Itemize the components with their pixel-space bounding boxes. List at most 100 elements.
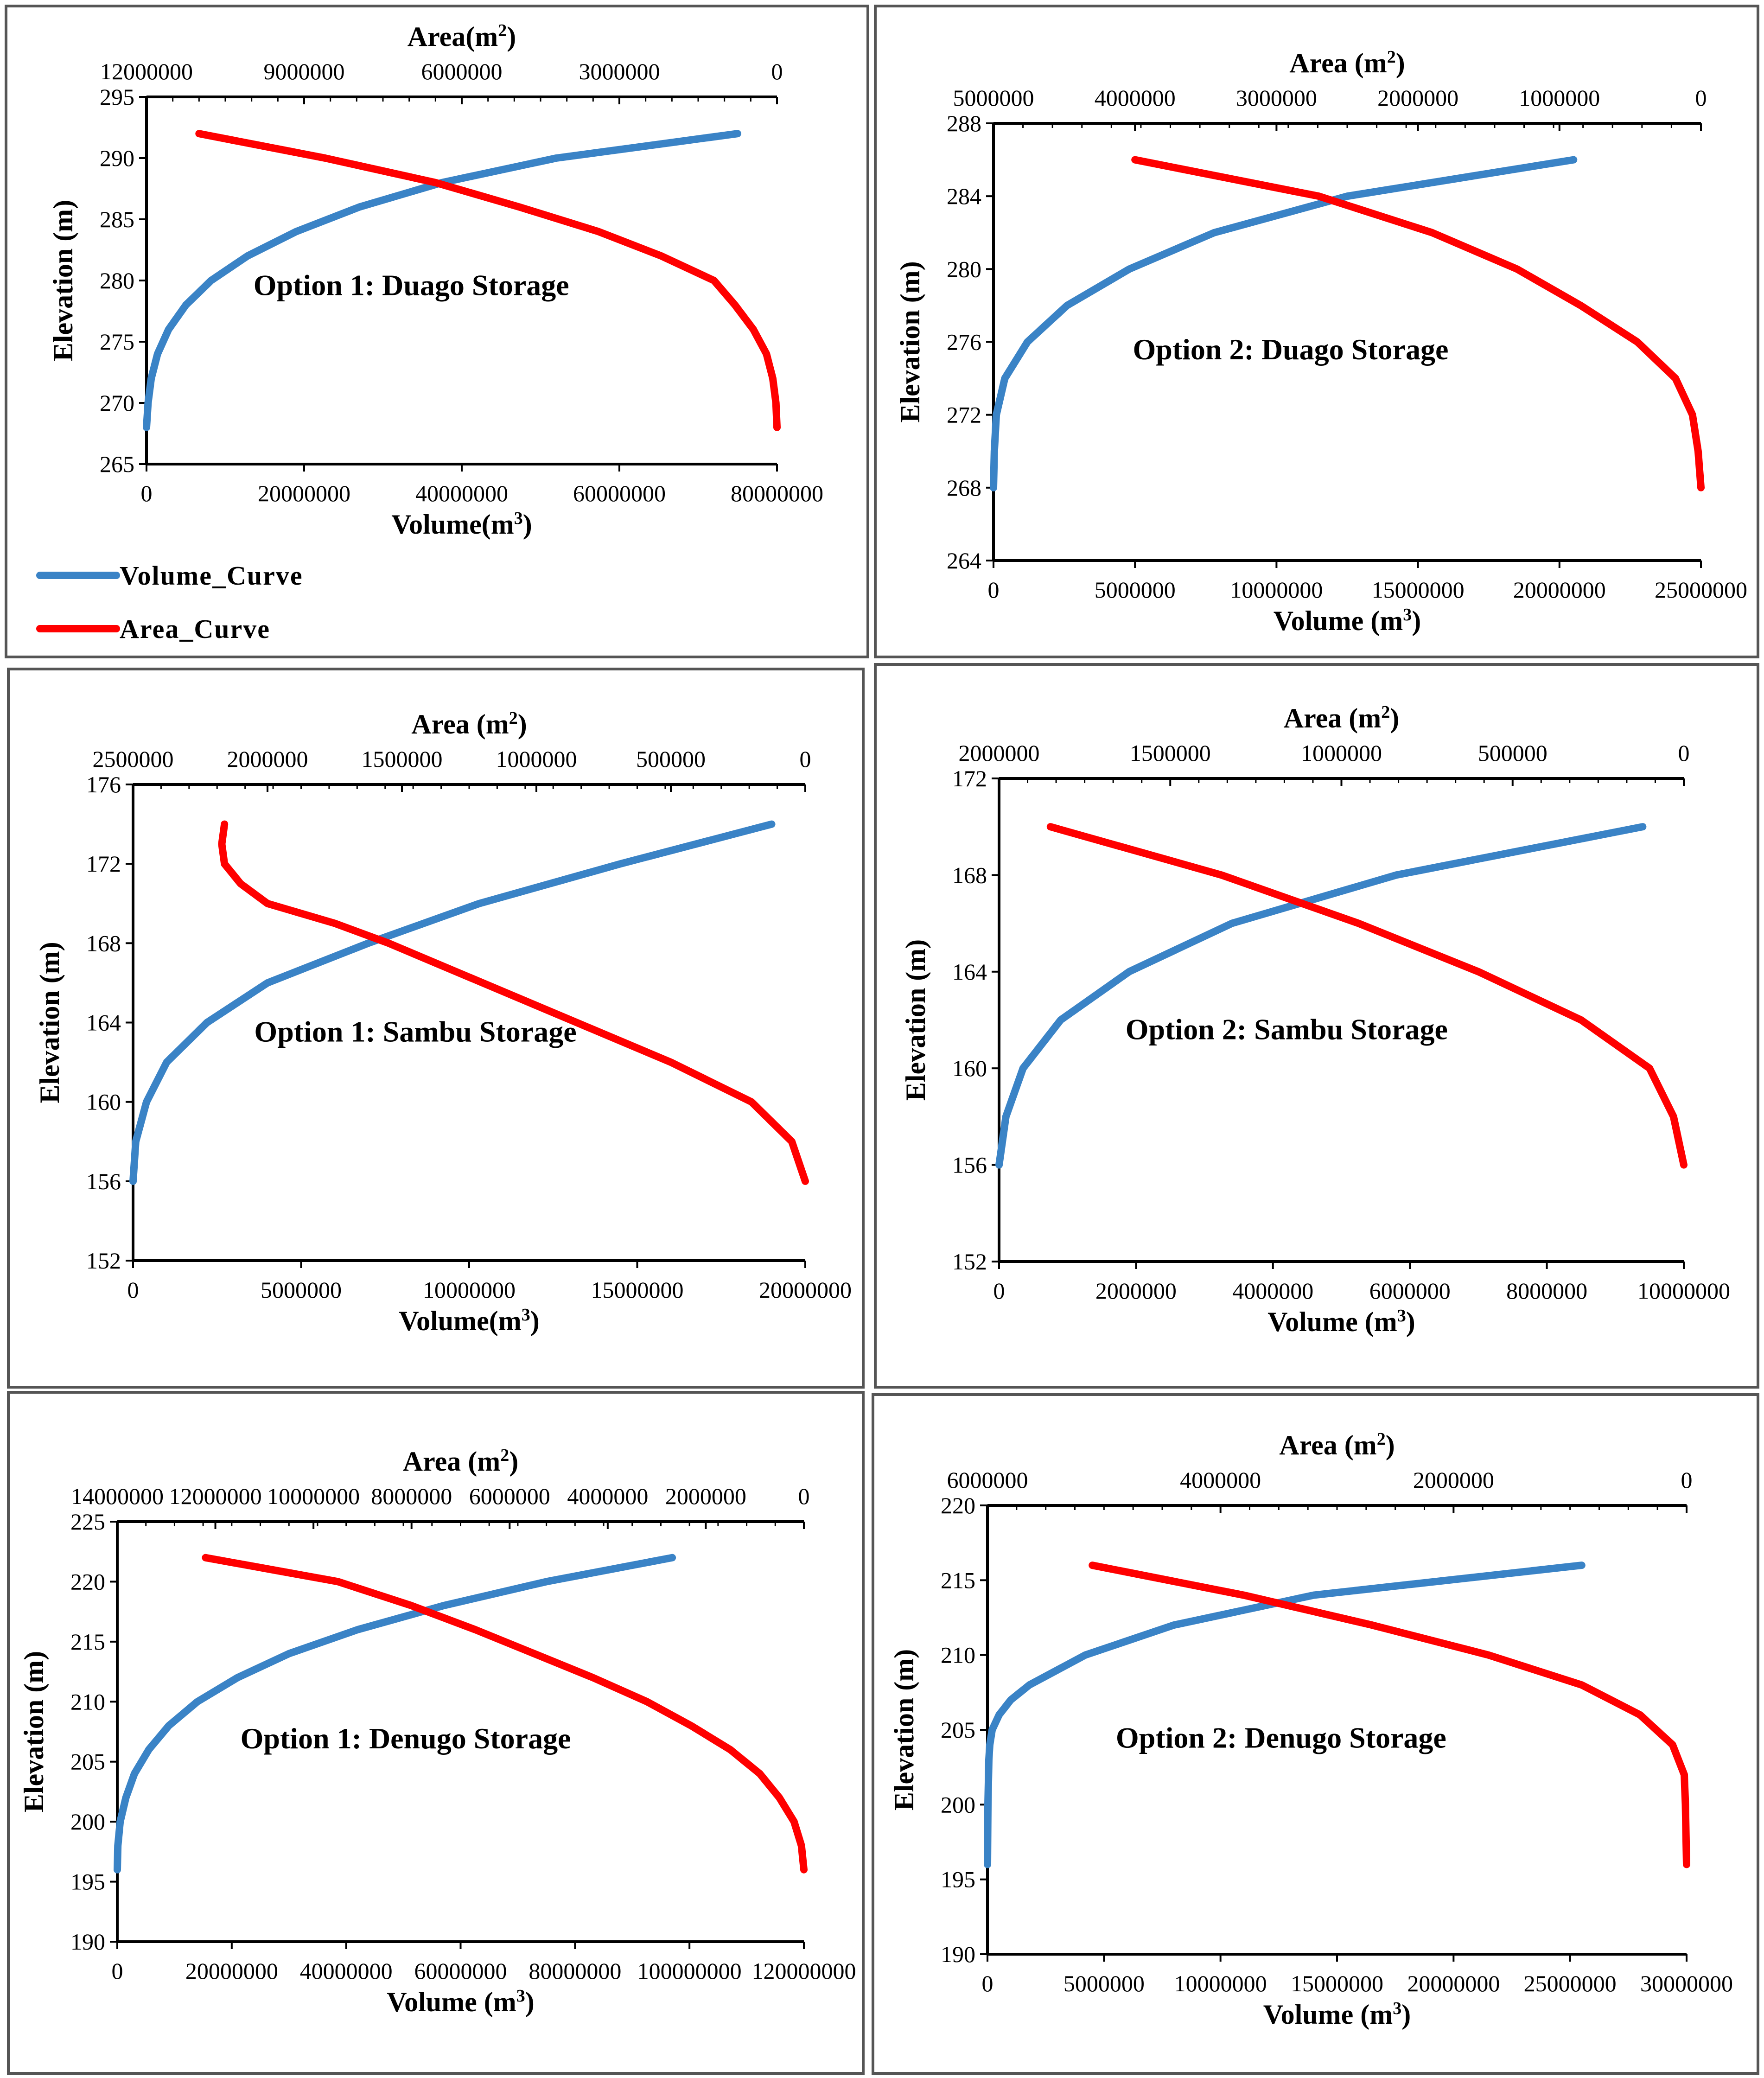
x2-tick-label: 5000000 <box>953 85 1034 111</box>
y-tick-label: 190 <box>941 1941 975 1967</box>
y-tick-label: 160 <box>86 1089 121 1115</box>
x-tick-label: 40000000 <box>300 1958 393 1984</box>
x2-tick-label: 2000000 <box>227 746 308 772</box>
x-axis-title: Volume (m3) <box>1274 605 1421 636</box>
x-tick-label: 15000000 <box>1372 577 1465 603</box>
panel-opt1-denugo: 190 195 200 205 210 215 220 225 0 20000000 4000000… <box>7 1391 865 2075</box>
x-tick-label: 0 <box>982 1970 993 1996</box>
area-curve <box>1089 1562 1690 1868</box>
y-axis-title: Elevation (m) <box>48 200 78 361</box>
x-tick-label: 6000000 <box>1369 1278 1451 1304</box>
x2-tick-label: 3000000 <box>1236 85 1317 111</box>
volume-curve <box>990 156 1578 491</box>
y-tick-label: 168 <box>86 930 121 956</box>
y-tick-label: 152 <box>86 1248 121 1274</box>
y-tick-label: 265 <box>100 451 134 477</box>
y-tick-label: 210 <box>70 1689 105 1715</box>
x-tick-label: 10000000 <box>423 1277 516 1303</box>
y-tick-label: 272 <box>947 402 981 428</box>
y-tick-label: 156 <box>86 1168 121 1194</box>
x2-tick-label: 2000000 <box>1377 85 1458 111</box>
y-tick-label: 205 <box>941 1717 975 1743</box>
x2-tick-label: 6000000 <box>947 1467 1028 1493</box>
chart-title: Option 1: Sambu Storage <box>254 1015 576 1048</box>
y-tick-label: 152 <box>952 1249 987 1275</box>
x-tick-label: 100000000 <box>637 1958 742 1984</box>
legend-area-label: Area_Curve <box>120 614 270 644</box>
x-tick-label: 40000000 <box>415 480 508 506</box>
legend-volume-label: Volume_Curve <box>120 561 303 591</box>
y-tick-label: 200 <box>70 1809 105 1835</box>
x-tick-label: 20000000 <box>759 1277 852 1303</box>
y-tick-label: 280 <box>100 268 134 293</box>
y-tick-label: 215 <box>70 1629 105 1655</box>
y-tick-label: 195 <box>941 1867 975 1893</box>
x-tick-label: 60000000 <box>414 1958 507 1984</box>
x2-tick-label: 8000000 <box>371 1483 452 1509</box>
y-tick-label: 156 <box>952 1152 987 1178</box>
x2-axis-title: Area(m2) <box>408 21 516 52</box>
x-tick-label: 60000000 <box>573 480 666 506</box>
x-tick-label: 2000000 <box>1095 1278 1177 1304</box>
x-tick-label: 120000000 <box>752 1958 856 1984</box>
chart-opt1-duago: 265 270 275 280 285 290 295 0 20000000 40000000 60… <box>36 21 823 644</box>
y-tick-label: 195 <box>70 1869 105 1895</box>
y-tick-label: 176 <box>86 771 121 797</box>
x2-tick-label: 1500000 <box>362 746 443 772</box>
x-tick-label: 5000000 <box>261 1277 342 1303</box>
x2-tick-label: 4000000 <box>1095 85 1176 111</box>
x2-tick-label: 0 <box>800 746 811 772</box>
x2-tick-label: 10000000 <box>267 1483 360 1509</box>
x-tick-label: 20000000 <box>185 1958 278 1984</box>
x-tick-label: 8000000 <box>1506 1278 1587 1304</box>
y-axis-title: Elevation (m) <box>889 1649 919 1810</box>
y-tick-label: 168 <box>952 862 987 888</box>
x2-tick-label: 12000000 <box>169 1483 262 1509</box>
x2-axis-title: Area (m2) <box>411 708 527 739</box>
x-axis-title: Volume (m3) <box>387 1986 534 2017</box>
y-tick-label: 215 <box>941 1567 975 1593</box>
x2-tick-label: 2000000 <box>1413 1467 1494 1493</box>
x-tick-label: 0 <box>112 1958 123 1984</box>
x2-tick-label: 1000000 <box>496 746 577 772</box>
y-tick-label: 172 <box>952 765 987 791</box>
volume-curve <box>114 1554 676 1874</box>
x-tick-label: 10000000 <box>1174 1970 1267 1996</box>
x2-tick-label: 0 <box>1695 85 1707 111</box>
x2-tick-label: 3000000 <box>579 58 660 84</box>
panel-opt1-duago: 265 270 275 280 285 290 295 0 20000000 40000000 60… <box>5 5 869 658</box>
x-tick-label: 25000000 <box>1655 577 1747 603</box>
y-tick-label: 205 <box>70 1749 105 1775</box>
x2-tick-label: 2500000 <box>93 746 174 772</box>
y-axis-title: Elevation (m) <box>19 1651 49 1812</box>
x-tick-label: 20000000 <box>258 480 350 506</box>
x-tick-label: 10000000 <box>1230 577 1323 603</box>
y-tick-label: 220 <box>941 1492 975 1518</box>
x2-tick-label: 4000000 <box>567 1483 648 1509</box>
y-tick-label: 210 <box>941 1642 975 1668</box>
y-tick-label: 270 <box>100 390 134 416</box>
y-tick-label: 172 <box>86 851 121 877</box>
y-tick-label: 264 <box>947 548 981 574</box>
x-tick-label: 5000000 <box>1095 577 1176 603</box>
x-tick-label: 15000000 <box>591 1277 684 1303</box>
x2-tick-label: 500000 <box>1478 740 1547 766</box>
chart-opt2-sambu: 152 156 160 164 168 172 0 2000000 4000000 6000000… <box>900 702 1730 1337</box>
x-tick-label: 4000000 <box>1232 1278 1313 1304</box>
y-tick-label: 164 <box>952 959 987 985</box>
area-curve <box>1046 823 1688 1169</box>
x-tick-label: 0 <box>127 1277 139 1303</box>
x2-tick-label: 12000000 <box>100 58 193 84</box>
x2-tick-label: 500000 <box>636 746 706 772</box>
volume-curve <box>129 820 776 1185</box>
y-tick-label: 220 <box>70 1568 105 1594</box>
x-tick-label: 80000000 <box>731 480 823 506</box>
x-tick-label: 15000000 <box>1291 1970 1383 1996</box>
x2-tick-label: 2000000 <box>959 740 1040 766</box>
x-tick-label: 20000000 <box>1513 577 1606 603</box>
x-tick-label: 5000000 <box>1063 1970 1145 1996</box>
x2-tick-label: 0 <box>1681 1467 1693 1493</box>
